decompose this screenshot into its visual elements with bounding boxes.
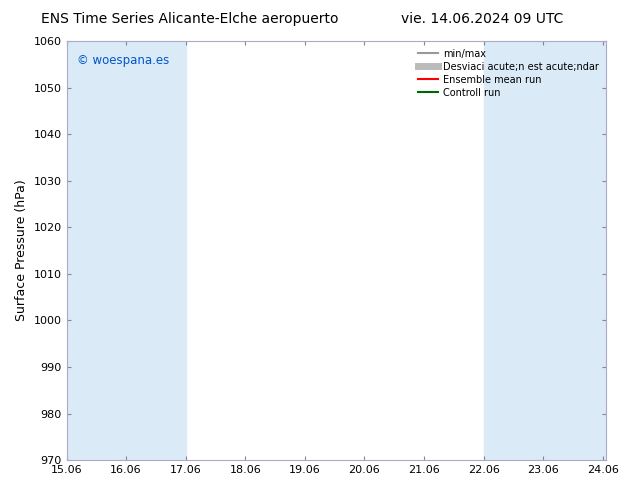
Bar bbox=[67, 41, 126, 460]
Legend: min/max, Desviaci acute;n est acute;ndar, Ensemble mean run, Controll run: min/max, Desviaci acute;n est acute;ndar… bbox=[415, 45, 602, 101]
Bar bbox=[543, 41, 606, 460]
Bar bbox=[484, 41, 543, 460]
Text: ENS Time Series Alicante-Elche aeropuerto: ENS Time Series Alicante-Elche aeropuert… bbox=[41, 12, 339, 26]
Text: vie. 14.06.2024 09 UTC: vie. 14.06.2024 09 UTC bbox=[401, 12, 563, 26]
Y-axis label: Surface Pressure (hPa): Surface Pressure (hPa) bbox=[15, 180, 28, 321]
Bar bbox=[126, 41, 186, 460]
Text: © woespana.es: © woespana.es bbox=[77, 53, 169, 67]
